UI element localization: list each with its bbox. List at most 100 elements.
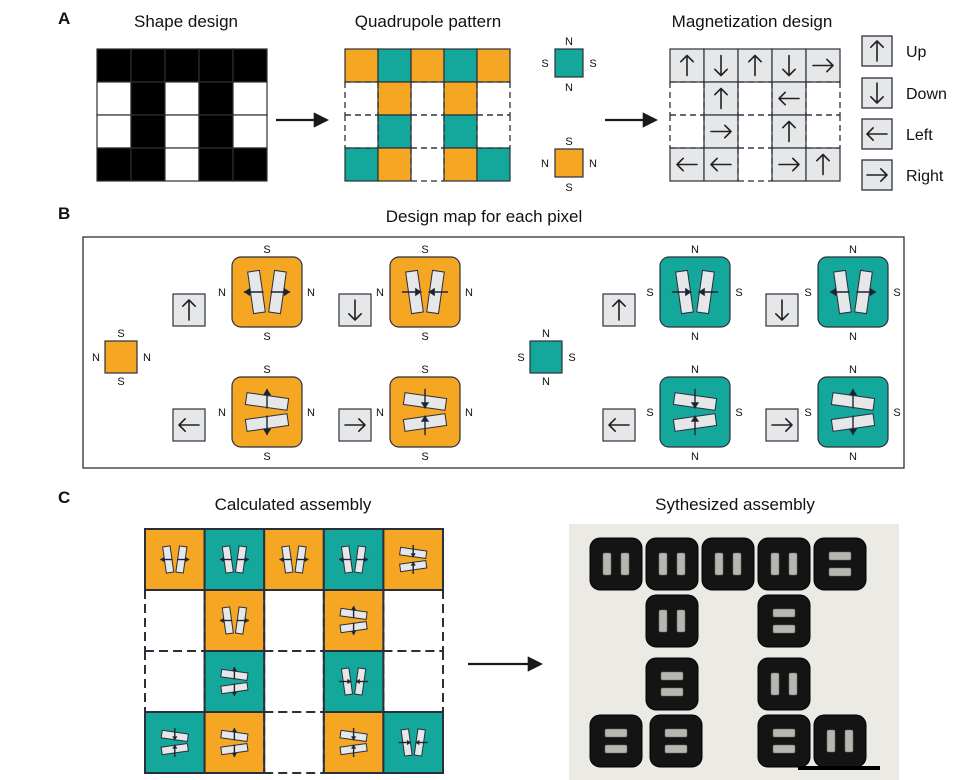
magnet-pair bbox=[339, 605, 368, 636]
pole-label-right: N bbox=[465, 287, 473, 299]
teal-assembly-cell bbox=[144, 711, 206, 774]
teal-pixel-left: S bbox=[517, 352, 524, 364]
right-arrow-icon bbox=[710, 124, 732, 139]
panel-a-letter: A bbox=[58, 9, 70, 28]
left-arrow-icon bbox=[608, 418, 630, 432]
panel-b-letter: B bbox=[58, 204, 70, 223]
up-arrow-icon bbox=[612, 299, 626, 321]
magnetization-cell-up bbox=[737, 48, 773, 83]
photo-magnet-block bbox=[757, 537, 811, 591]
pole-label-right: N bbox=[465, 407, 473, 419]
pole-label-right: S bbox=[735, 407, 742, 419]
orange-cell bbox=[377, 81, 412, 116]
photo-magnet-block bbox=[757, 594, 811, 648]
filled-cell bbox=[198, 81, 234, 116]
left-arrow-icon bbox=[778, 91, 800, 106]
pixel-tile bbox=[389, 256, 461, 328]
empty-cell bbox=[164, 147, 200, 182]
pole-label-left: S bbox=[646, 287, 653, 299]
teal-assembly-cell bbox=[203, 528, 266, 591]
up-arrow-icon bbox=[870, 40, 884, 62]
right-arrow-icon bbox=[344, 418, 366, 432]
right-arrow-icon bbox=[771, 418, 793, 432]
orange-cell bbox=[377, 147, 412, 182]
pole-label-top: N bbox=[849, 364, 857, 376]
orange-cell bbox=[410, 48, 445, 83]
teal-cell bbox=[476, 147, 511, 182]
orange-key-right: N bbox=[589, 158, 597, 170]
up-arrow-icon bbox=[782, 120, 796, 143]
magnet-pair bbox=[829, 269, 877, 315]
filled-cell bbox=[198, 48, 234, 83]
down-arrow-icon bbox=[782, 54, 796, 77]
magnet-pair bbox=[339, 727, 368, 758]
pole-label-bottom: S bbox=[263, 451, 270, 463]
magnet-pair bbox=[339, 545, 369, 574]
orange-cell bbox=[344, 48, 379, 83]
magnet-pair bbox=[339, 667, 369, 696]
photo-magnet-block bbox=[589, 714, 643, 768]
photo-magnet-block bbox=[645, 657, 699, 711]
pixel-tile bbox=[817, 376, 889, 448]
map-entry-teal-left: N N S S bbox=[602, 364, 743, 463]
up-arrow-icon bbox=[714, 87, 728, 110]
legend-down: Down bbox=[861, 77, 947, 109]
teal-key-bottom: N bbox=[565, 82, 573, 94]
map-entry-orange-down: S S N N bbox=[338, 244, 473, 343]
pole-label-bottom: N bbox=[691, 331, 699, 343]
orange-assembly-cell bbox=[382, 528, 444, 591]
magnet-pair bbox=[830, 388, 876, 436]
empty-cell bbox=[96, 81, 132, 116]
filled-cell bbox=[130, 114, 166, 149]
pixel-tile bbox=[659, 256, 731, 328]
magnetization-cell-up bbox=[805, 147, 841, 182]
teal-assembly-cell bbox=[382, 711, 444, 774]
pole-label-top: N bbox=[691, 244, 699, 256]
pole-label-left: S bbox=[804, 407, 811, 419]
pixel-tile bbox=[231, 256, 303, 328]
right-arrow-icon bbox=[812, 58, 834, 73]
magnet-pair bbox=[219, 545, 249, 574]
map-entry-orange-right: S S N N bbox=[338, 364, 473, 463]
teal-pixel-right: S bbox=[568, 352, 575, 364]
teal-cell bbox=[377, 48, 412, 83]
left-arrow-icon bbox=[676, 157, 698, 172]
orange-assembly-cell bbox=[263, 528, 325, 591]
filled-cell bbox=[130, 48, 166, 83]
orange-cell bbox=[443, 81, 478, 116]
pole-label-top: N bbox=[691, 364, 699, 376]
pole-label-right: S bbox=[893, 407, 900, 419]
quadrupole-title: Quadrupole pattern bbox=[355, 12, 502, 31]
calculated-assembly-title: Calculated assembly bbox=[215, 495, 372, 514]
teal-pixel-key: N N S S bbox=[517, 328, 575, 388]
pixel-tile bbox=[659, 376, 731, 448]
magnetization-cell-left bbox=[669, 147, 705, 182]
orange-pixel-key: S S N N bbox=[92, 328, 151, 388]
filled-cell bbox=[130, 147, 166, 182]
design-map-title: Design map for each pixel bbox=[386, 207, 583, 226]
direction-legend: Up Down Left Right bbox=[861, 35, 947, 191]
pole-label-left: N bbox=[218, 287, 226, 299]
down-arrow-icon bbox=[714, 54, 728, 77]
up-arrow-icon bbox=[680, 54, 694, 77]
pole-label-top: S bbox=[421, 244, 428, 256]
pole-label-bottom: N bbox=[849, 451, 857, 463]
down-arrow-icon bbox=[775, 299, 789, 321]
pole-label-left: N bbox=[376, 407, 384, 419]
pole-label-right: N bbox=[307, 287, 315, 299]
shape-design-grid bbox=[96, 48, 268, 182]
orange-key-top: S bbox=[565, 136, 572, 148]
pole-label-left: S bbox=[804, 287, 811, 299]
magnetization-cell-down bbox=[771, 48, 807, 83]
teal-assembly-cell bbox=[322, 650, 385, 713]
pole-label-bottom: S bbox=[263, 331, 270, 343]
magnetization-cell-right bbox=[805, 48, 841, 83]
magnet-pair bbox=[243, 269, 291, 315]
orange-pole-key: S S N N bbox=[541, 136, 597, 194]
magnetization-cell-right bbox=[703, 114, 739, 149]
pole-label-right: N bbox=[307, 407, 315, 419]
photo-magnet-block bbox=[649, 714, 703, 768]
orange-pixel-bottom: S bbox=[117, 376, 124, 388]
magnet-pair bbox=[160, 545, 190, 574]
